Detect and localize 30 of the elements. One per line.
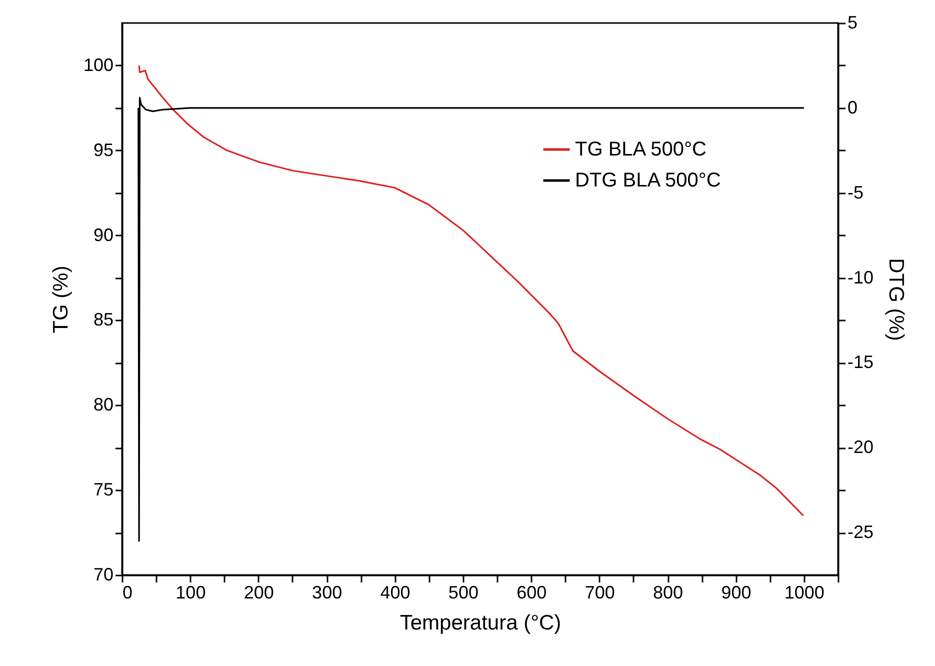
y-tick-label: 90 xyxy=(93,224,114,245)
y2-tick-label: -25 xyxy=(848,522,874,542)
x-tick-label: 700 xyxy=(584,582,615,602)
legend-label: TG BLA 500°C xyxy=(575,138,706,160)
y2-tick-label: -5 xyxy=(848,182,864,202)
y-axis-title: TG (%) xyxy=(49,266,72,334)
y-tick-label: 95 xyxy=(93,140,114,160)
y2-tick-label: -10 xyxy=(848,267,874,288)
x-tick-label: 400 xyxy=(380,582,410,602)
x-tick-label: 800 xyxy=(653,582,684,602)
y-tick-label: 80 xyxy=(93,394,114,415)
x-tick-label: 600 xyxy=(516,582,547,602)
y2-tick-label: 5 xyxy=(848,12,858,32)
x-tick-label: 1000 xyxy=(784,582,824,602)
x-tick-label: 0 xyxy=(122,582,133,602)
y2-tick-label: 0 xyxy=(848,97,858,118)
y-tick-label: 70 xyxy=(93,564,114,584)
legend-label: DTG BLA 500°C xyxy=(575,170,721,192)
x-tick-label: 900 xyxy=(721,582,752,602)
x-tick-label: 500 xyxy=(448,582,478,602)
y-tick-label: 75 xyxy=(93,480,114,500)
y-tick-label: 100 xyxy=(83,54,114,75)
x-axis-title: Temperatura (°C) xyxy=(400,612,562,634)
x-tick-label: 100 xyxy=(176,582,206,602)
y2-axis-title: DTG (%) xyxy=(884,258,908,341)
x-tick-label: 200 xyxy=(244,582,274,602)
y2-tick-label: -20 xyxy=(848,437,874,458)
y2-tick-label: -15 xyxy=(848,352,874,372)
y-tick-label: 85 xyxy=(93,310,114,330)
x-tick-label: 300 xyxy=(312,582,342,602)
